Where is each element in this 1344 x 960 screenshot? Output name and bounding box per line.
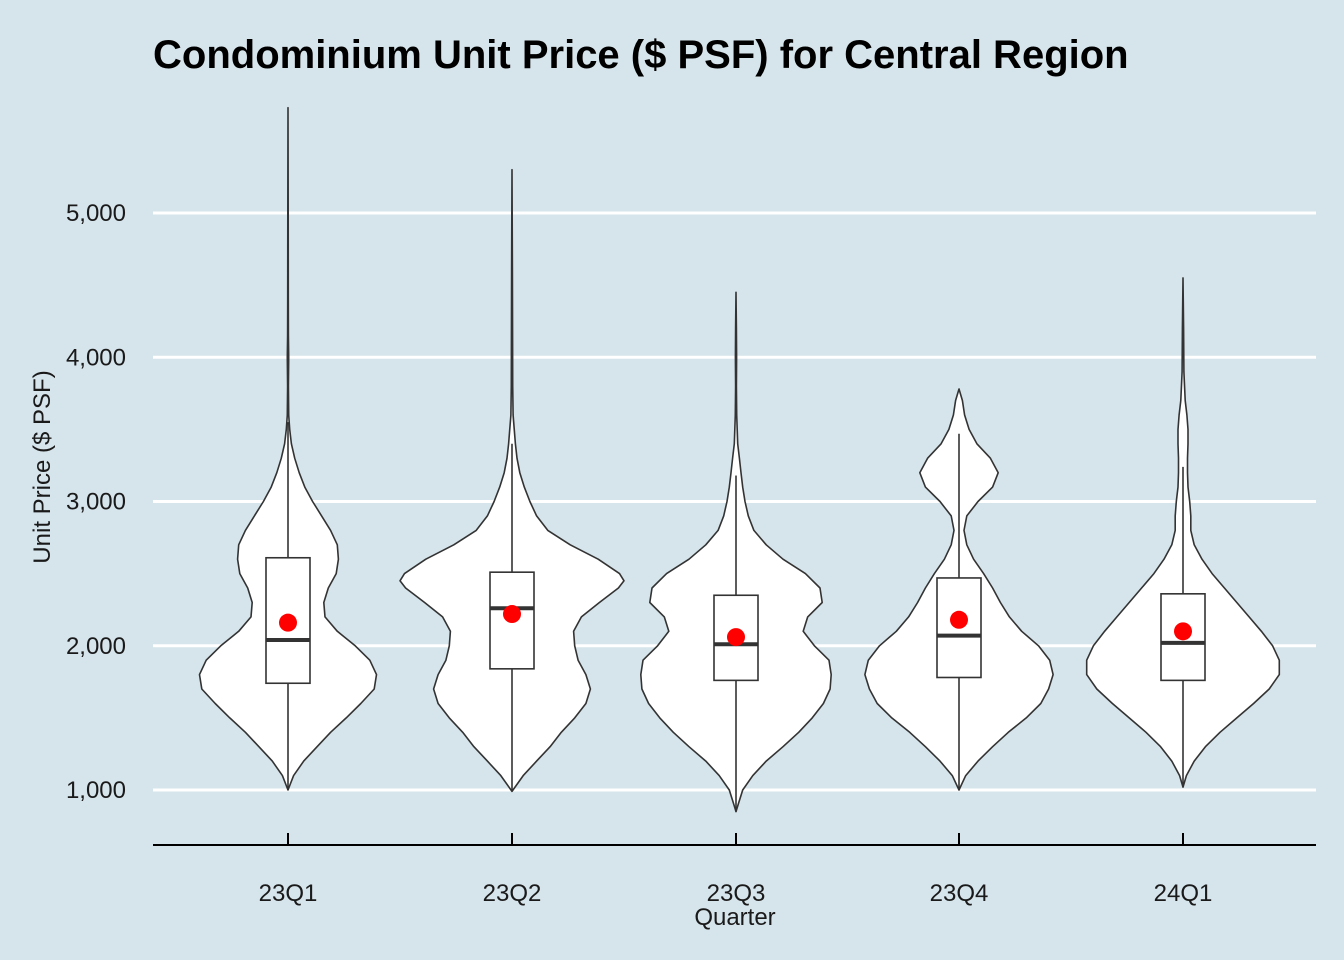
- mean-point: [503, 605, 521, 624]
- y-axis-ticks: 1,000 2,000 3,000 4,000 5,000: [66, 200, 126, 804]
- mean-point: [1174, 622, 1192, 641]
- violin-23Q1: [198, 106, 378, 791]
- y-tick-label: 1,000: [66, 777, 126, 804]
- y-tick-label: 4,000: [66, 344, 126, 371]
- y-tick-label: 3,000: [66, 489, 126, 516]
- chart-title: Condominium Unit Price ($ PSF) for Centr…: [153, 33, 1129, 77]
- x-axis-label: Quarter: [694, 904, 775, 931]
- violin-23Q4: [864, 388, 1054, 791]
- y-axis-label: Unit Price ($ PSF): [29, 370, 56, 563]
- box: [713, 594, 759, 682]
- mean-point: [727, 628, 745, 647]
- x-tick-label: 23Q3: [707, 880, 766, 907]
- x-tick-label: 23Q2: [483, 880, 542, 907]
- violin-24Q1: [1085, 277, 1281, 788]
- mean-point: [279, 613, 297, 632]
- y-tick-label: 2,000: [66, 633, 126, 660]
- x-tick-label: 23Q4: [930, 880, 989, 907]
- violin-23Q3: [640, 291, 832, 813]
- y-tick-label: 5,000: [66, 200, 126, 227]
- x-axis-ticks: 23Q1 23Q2 23Q3 23Q4 24Q1: [259, 833, 1213, 907]
- violin-23Q2: [399, 168, 625, 793]
- x-tick-label: 23Q1: [259, 880, 318, 907]
- violins: [198, 106, 1281, 813]
- x-tick-label: 24Q1: [1154, 880, 1213, 907]
- mean-point: [950, 610, 968, 629]
